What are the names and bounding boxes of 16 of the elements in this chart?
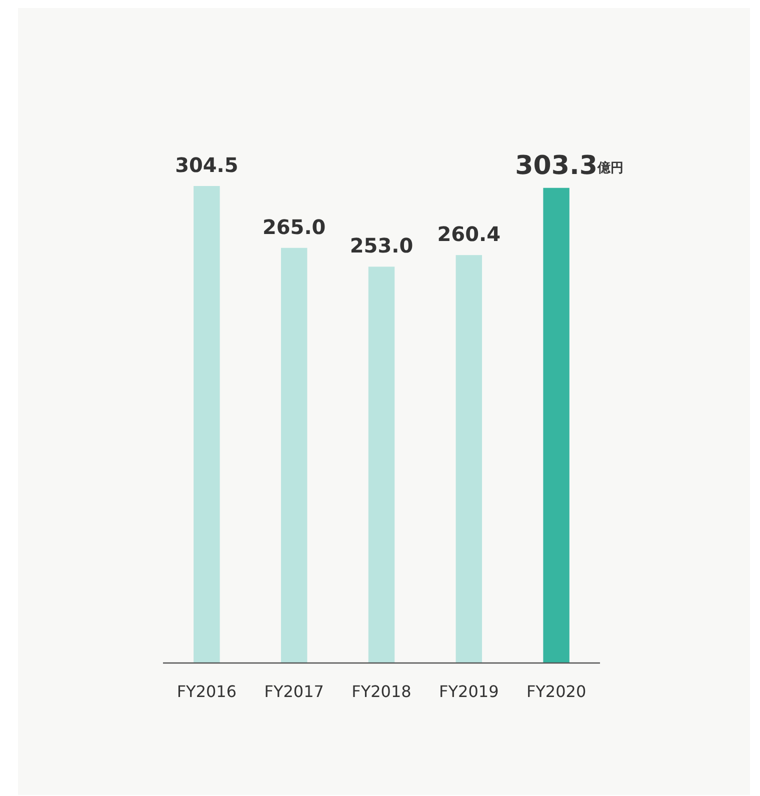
x-tick-label: FY2018 [352, 682, 412, 701]
x-tick-label: FY2017 [264, 682, 324, 701]
data-label: 265.0 [262, 214, 326, 239]
bar [280, 248, 308, 663]
bar [368, 266, 395, 663]
data-label: 260.4 [437, 222, 501, 246]
bar [543, 188, 570, 663]
x-tick-label: FY2019 [439, 682, 499, 701]
data-label: 253.0 [350, 234, 414, 258]
bar [456, 255, 482, 663]
data-label: 304.5 [175, 153, 238, 177]
x-tick-label: FY2020 [526, 682, 586, 701]
bar [194, 186, 220, 663]
x-tick-label: FY2016 [176, 682, 237, 701]
text: 億円 [596, 160, 624, 176]
data-label: 303.3 [515, 150, 598, 181]
